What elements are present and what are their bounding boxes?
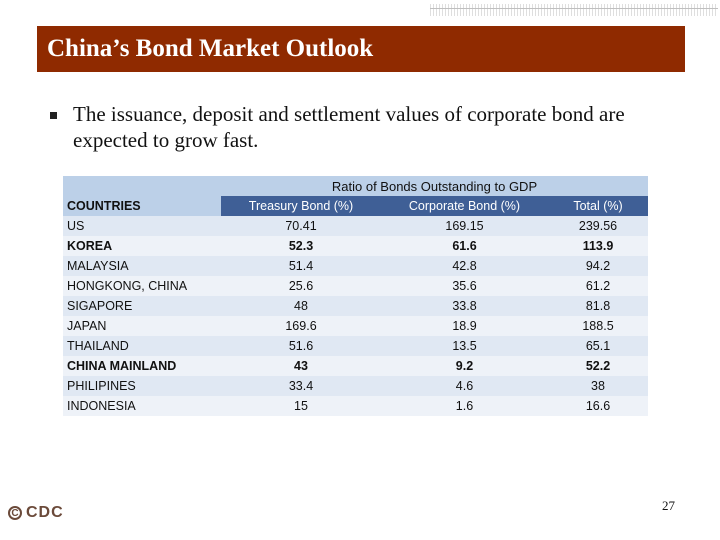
cell-corporate: 169.15 <box>381 216 548 236</box>
table-row: THAILAND 51.6 13.5 65.1 <box>63 336 649 356</box>
table-row: US 70.41 169.15 239.56 <box>63 216 649 236</box>
page-number: 27 <box>662 498 675 513</box>
cell-corporate: 42.8 <box>381 256 548 276</box>
title-bar: China’s Bond Market Outlook <box>37 26 685 72</box>
table-group-header-row: Ratio of Bonds Outstanding to GDP <box>63 176 649 196</box>
header-decoration <box>430 4 718 16</box>
cell-total: 38 <box>548 376 649 396</box>
cell-treasury: 52.3 <box>221 236 381 256</box>
bond-ratio-table: Ratio of Bonds Outstanding to GDP COUNTR… <box>63 176 649 416</box>
cell-total: 65.1 <box>548 336 649 356</box>
cell-corporate: 1.6 <box>381 396 548 416</box>
cell-country: INDONESIA <box>63 396 221 416</box>
table-row: CHINA MAINLAND 43 9.2 52.2 <box>63 356 649 376</box>
cell-treasury: 51.6 <box>221 336 381 356</box>
cell-country: HONGKONG, CHINA <box>63 276 221 296</box>
cell-country: MALAYSIA <box>63 256 221 276</box>
cell-treasury: 70.41 <box>221 216 381 236</box>
cell-treasury: 33.4 <box>221 376 381 396</box>
cell-corporate: 13.5 <box>381 336 548 356</box>
cell-country: SIGAPORE <box>63 296 221 316</box>
cell-country: PHILIPINES <box>63 376 221 396</box>
cell-corporate: 18.9 <box>381 316 548 336</box>
cell-corporate: 4.6 <box>381 376 548 396</box>
column-header-total: Total (%) <box>548 196 649 216</box>
cell-corporate: 61.6 <box>381 236 548 256</box>
table-row: SIGAPORE 48 33.8 81.8 <box>63 296 649 316</box>
bullet-square-icon <box>50 112 57 119</box>
cell-corporate: 9.2 <box>381 356 548 376</box>
cell-country: THAILAND <box>63 336 221 356</box>
column-header-treasury: Treasury Bond (%) <box>221 196 381 216</box>
cell-total: 113.9 <box>548 236 649 256</box>
cell-country: CHINA MAINLAND <box>63 356 221 376</box>
table-row: PHILIPINES 33.4 4.6 38 <box>63 376 649 396</box>
cell-treasury: 169.6 <box>221 316 381 336</box>
table-row: JAPAN 169.6 18.9 188.5 <box>63 316 649 336</box>
bullet-text: The issuance, deposit and settlement val… <box>73 102 625 152</box>
cell-treasury: 15 <box>221 396 381 416</box>
cell-treasury: 51.4 <box>221 256 381 276</box>
cell-total: 16.6 <box>548 396 649 416</box>
column-header-countries: COUNTRIES <box>63 196 221 216</box>
cell-treasury: 43 <box>221 356 381 376</box>
cdc-logo-text: CDC <box>26 504 64 521</box>
cell-total: 61.2 <box>548 276 649 296</box>
cdc-logo-icon: C <box>8 506 22 520</box>
table-group-header-empty <box>63 176 221 196</box>
bond-ratio-table-container: Ratio of Bonds Outstanding to GDP COUNTR… <box>63 176 649 416</box>
cell-corporate: 35.6 <box>381 276 548 296</box>
table-column-header-row: COUNTRIES Treasury Bond (%) Corporate Bo… <box>63 196 649 216</box>
cell-treasury: 48 <box>221 296 381 316</box>
column-header-corporate: Corporate Bond (%) <box>381 196 548 216</box>
table-row: INDONESIA 15 1.6 16.6 <box>63 396 649 416</box>
cell-corporate: 33.8 <box>381 296 548 316</box>
cell-treasury: 25.6 <box>221 276 381 296</box>
cdc-logo: C CDC <box>8 504 64 522</box>
cell-country: US <box>63 216 221 236</box>
cell-country: KOREA <box>63 236 221 256</box>
cell-total: 81.8 <box>548 296 649 316</box>
table-row: MALAYSIA 51.4 42.8 94.2 <box>63 256 649 276</box>
cell-total: 188.5 <box>548 316 649 336</box>
cell-total: 94.2 <box>548 256 649 276</box>
table-body: US 70.41 169.15 239.56 KOREA 52.3 61.6 113.9 MAL… <box>63 216 649 416</box>
table-row: HONGKONG, CHINA 25.6 35.6 61.2 <box>63 276 649 296</box>
table-group-header: Ratio of Bonds Outstanding to GDP <box>221 176 649 196</box>
table-row: KOREA 52.3 61.6 113.9 <box>63 236 649 256</box>
slide-title: China’s Bond Market Outlook <box>47 35 374 62</box>
cell-total: 239.56 <box>548 216 649 236</box>
cell-total: 52.2 <box>548 356 649 376</box>
cell-country: JAPAN <box>63 316 221 336</box>
header-decoration-line <box>430 8 718 9</box>
